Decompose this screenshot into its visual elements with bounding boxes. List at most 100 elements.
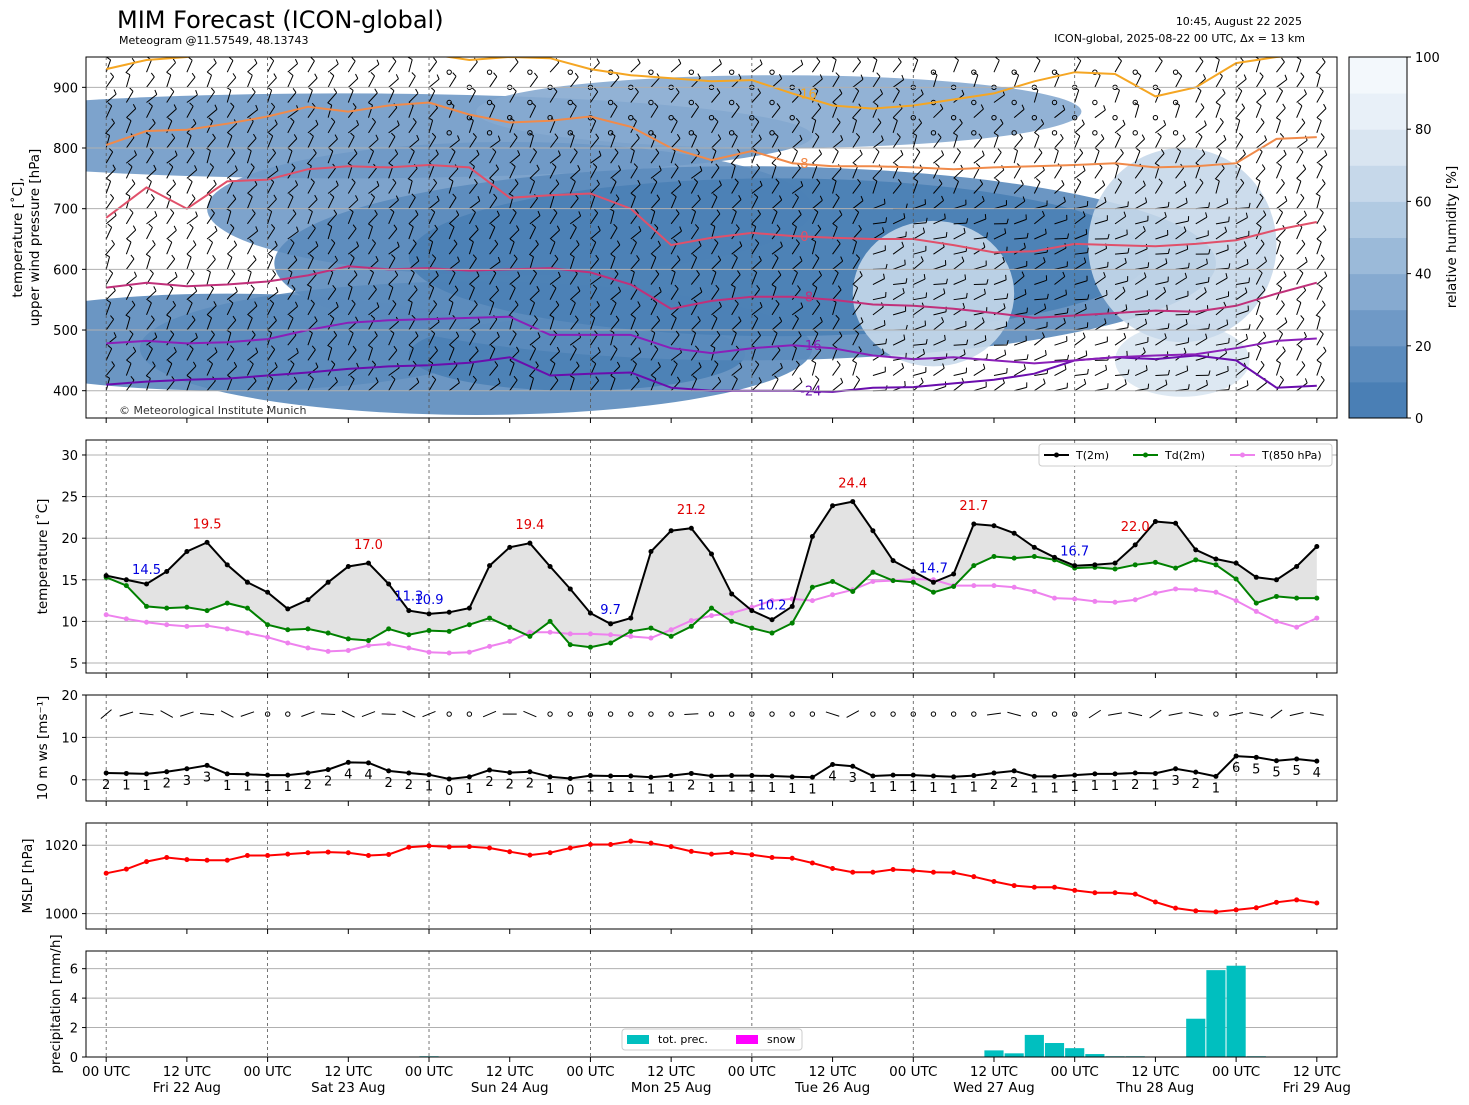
wind-barb-flag — [249, 238, 254, 243]
wind-barb — [368, 63, 380, 73]
surface-calm-marker — [890, 711, 896, 717]
wind-barb — [569, 290, 581, 301]
wind-barb-flag — [152, 361, 156, 367]
wind-barb-flag — [941, 150, 945, 156]
wind-barb — [731, 274, 741, 285]
wind-barb-flag — [756, 163, 761, 169]
wind-barb — [852, 61, 861, 73]
wind-barb — [509, 154, 521, 164]
wind-barb — [1195, 338, 1208, 346]
wind-barb-flag — [512, 208, 517, 213]
wind-barb-flag — [171, 254, 176, 260]
wind-barb-flag — [1142, 180, 1146, 186]
wind-barb-flag — [1208, 370, 1211, 376]
wind-barb — [690, 152, 700, 164]
wind-barb — [1135, 369, 1148, 376]
series-point — [184, 623, 190, 629]
wind-barb-flag — [411, 314, 416, 320]
wind-barb-flag — [963, 349, 966, 355]
wind-barb-flag — [125, 71, 131, 76]
calm-wind-marker — [769, 130, 775, 136]
wind-speed-point — [123, 770, 129, 776]
wind-barb — [912, 306, 925, 316]
wind-barb-flag — [697, 316, 701, 321]
wind-barb — [832, 59, 837, 73]
wind-barb-flag — [314, 316, 318, 322]
gust-label: 2 — [1192, 777, 1200, 792]
wind-barb — [993, 354, 1006, 361]
wind-barb — [872, 343, 886, 346]
wind-barb-flag — [1279, 254, 1284, 259]
gust-label: 1 — [788, 782, 796, 797]
wind-barb — [206, 259, 216, 270]
series-point — [244, 630, 250, 636]
wind-barb — [630, 120, 637, 134]
xtick-label: 12 UTC — [1293, 1064, 1341, 1080]
wind-barb — [670, 213, 680, 225]
series-point — [587, 610, 593, 616]
wind-barb — [1235, 235, 1249, 240]
wind-barb — [690, 227, 700, 240]
series-point — [325, 630, 331, 636]
prec-ytick-label-6: 6 — [70, 963, 78, 978]
precip-legend: tot. prec. snow — [621, 1028, 803, 1051]
wind-barb — [791, 139, 803, 149]
wind-barb — [509, 166, 516, 179]
series-point — [164, 568, 170, 574]
series-point — [830, 578, 836, 584]
wind-barb-flag — [1318, 162, 1323, 167]
wind-barb — [1316, 229, 1327, 240]
wind-barb — [246, 150, 252, 164]
day-label: Fri 22 Aug — [153, 1080, 221, 1096]
temp-ylabel: temperature [˚C] — [34, 499, 51, 615]
wind-barb — [852, 120, 858, 133]
surface-wind-barb — [523, 710, 537, 718]
surface-calm-marker — [971, 711, 977, 717]
wind-barb — [953, 222, 967, 225]
wind-barb — [428, 153, 439, 164]
wind-barb-flag — [892, 117, 898, 121]
wind-barb — [913, 278, 926, 285]
series-point — [567, 586, 573, 592]
wind-barb — [1034, 215, 1045, 225]
wind-barb-flag — [1228, 384, 1231, 390]
wind-barb-flag — [920, 89, 924, 95]
wind-barb-flag — [792, 223, 797, 228]
gust-label: 1 — [586, 781, 594, 796]
wind-barb — [1013, 137, 1023, 149]
wind-barb-flag — [696, 148, 700, 154]
wind-barb — [973, 265, 987, 270]
wind-barb — [1175, 220, 1189, 225]
wind-barb-flag — [106, 57, 111, 61]
wind-barb — [590, 212, 599, 225]
wind-barb-flag — [1248, 277, 1251, 283]
wind-barb — [327, 92, 338, 103]
wind-barb — [993, 152, 1002, 164]
wind-speed-point — [971, 773, 977, 779]
series-point — [971, 583, 977, 589]
xtick-label: 12 UTC — [970, 1064, 1018, 1080]
wind-barb — [125, 317, 131, 331]
wind-barb-flag — [839, 88, 843, 94]
wind-barb — [1316, 287, 1323, 300]
wind-barb-flag — [355, 73, 359, 79]
wind-barb — [549, 137, 559, 149]
wind-barb-flag — [836, 360, 841, 366]
wind-barb — [711, 213, 721, 225]
wind-barb — [1094, 322, 1107, 331]
wind-barb-flag — [895, 87, 900, 92]
wind-barb — [751, 364, 760, 376]
wind-barb — [1275, 120, 1281, 133]
wind-barb-flag — [613, 102, 618, 107]
wind-speed-point — [325, 767, 331, 773]
wind-barb-flag — [711, 147, 717, 152]
wind-barb-flag — [634, 330, 639, 335]
wind-speed-point — [1132, 770, 1138, 776]
wind-barb — [529, 365, 539, 376]
wind-ylabel: 10 m ws [ms⁻¹] — [35, 696, 51, 801]
wind-barb — [590, 276, 602, 285]
wind-barb-flag — [799, 134, 803, 140]
wind-barb-flag — [350, 132, 355, 137]
wind-barb — [832, 180, 837, 194]
wind-barb-flag — [694, 345, 699, 350]
